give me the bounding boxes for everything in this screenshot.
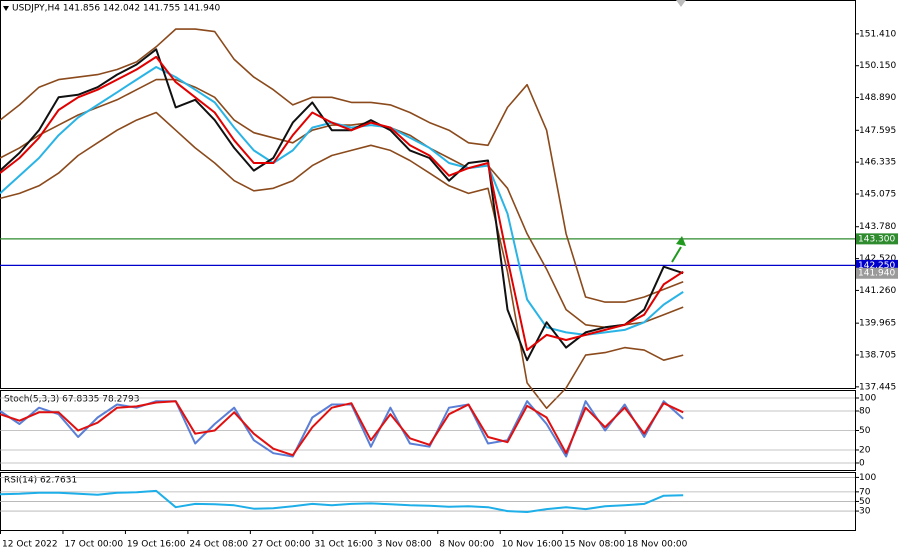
x-tick-label: 17 Oct 00:00	[64, 540, 123, 550]
x-tick-label: 3 Nov 08:00	[377, 540, 432, 550]
y-tick-label: 139.965	[859, 319, 896, 329]
series-line	[0, 66, 684, 336]
price-label: 142.250	[858, 261, 895, 271]
price-label-box	[856, 233, 898, 245]
x-tick-label: 18 Nov 00:00	[627, 540, 688, 550]
y-tick-label: 138.705	[859, 351, 896, 361]
y-tick-label: 150.150	[859, 61, 896, 71]
price-label: 143.300	[858, 234, 895, 244]
price-label: 141.940	[858, 269, 895, 279]
x-tick-label: 12 Oct 2022	[2, 540, 58, 550]
y-tick-label: 0	[859, 458, 865, 468]
y-tick-label: 145.075	[859, 190, 896, 200]
y-tick-label: 100	[859, 473, 876, 483]
y-tick-label: 142.520	[859, 254, 896, 264]
y-tick-label: 137.445	[859, 382, 896, 392]
y-tick-label: 143.780	[859, 222, 896, 232]
x-tick-label: 31 Oct 16:00	[314, 540, 373, 550]
rsi-title: RSI(14) 62.7631	[4, 476, 77, 486]
x-tick-label: 15 Nov 08:00	[564, 540, 625, 550]
arrow	[671, 236, 686, 263]
arrow-shaft	[671, 246, 682, 263]
y-tick-label: 70	[859, 487, 871, 497]
series-line	[0, 111, 684, 409]
y-tick-label: 148.890	[859, 93, 896, 103]
y-tick-label: 30	[859, 507, 871, 517]
series-line	[0, 489, 684, 513]
y-tick-label: 50	[859, 426, 871, 436]
shift-marker	[676, 0, 686, 7]
price-label-box	[856, 267, 898, 279]
x-tick-label: 27 Oct 00:00	[252, 540, 311, 550]
arrow-head	[676, 236, 686, 246]
series-line	[0, 48, 684, 362]
x-tick-label: 10 Nov 16:00	[502, 540, 563, 550]
y-tick-label: 20	[859, 445, 871, 455]
series-line	[0, 55, 684, 352]
y-tick-label: 141.260	[859, 286, 896, 296]
x-tick-label: 19 Oct 16:00	[127, 540, 186, 550]
stoch-title: Stoch(5,3,3) 67.8335 78.2793	[4, 395, 139, 405]
x-tick-label: 8 Nov 00:00	[439, 540, 494, 550]
y-tick-label: 146.335	[859, 158, 896, 168]
y-tick-label: 100	[859, 393, 876, 403]
x-tick-label: 24 Oct 08:00	[189, 540, 248, 550]
chart-title: USDJPY,H4 141.856 142.042 141.755 141.94…	[12, 4, 221, 14]
price-label-box	[856, 259, 898, 271]
series-line	[0, 400, 684, 457]
series-line	[0, 28, 684, 303]
y-tick-label: 151.410	[859, 29, 896, 39]
y-tick-label: 80	[859, 406, 871, 416]
y-tick-label: 147.595	[859, 126, 896, 136]
y-tick-label: 50	[859, 497, 871, 507]
menu-arrow	[3, 6, 9, 11]
